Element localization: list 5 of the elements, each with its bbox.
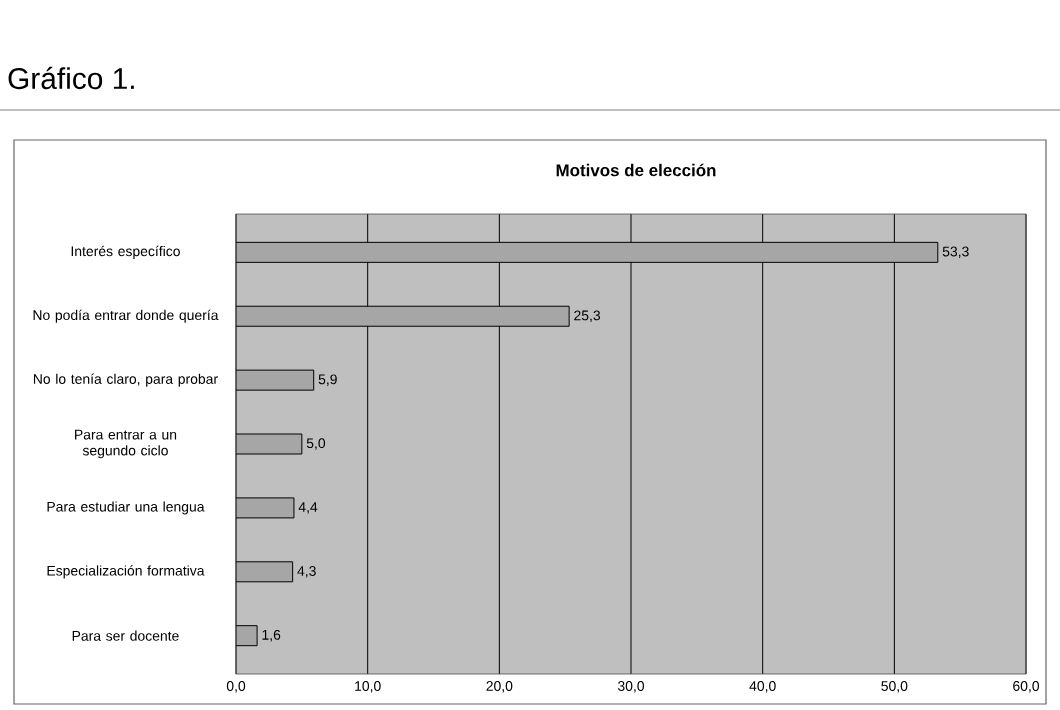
chart-title: Gráfico 1. (8, 66, 134, 90)
bar (236, 305, 570, 327)
chart-subtitle: Motivos de elección (556, 163, 716, 177)
bar (236, 241, 939, 263)
bar (236, 561, 294, 583)
